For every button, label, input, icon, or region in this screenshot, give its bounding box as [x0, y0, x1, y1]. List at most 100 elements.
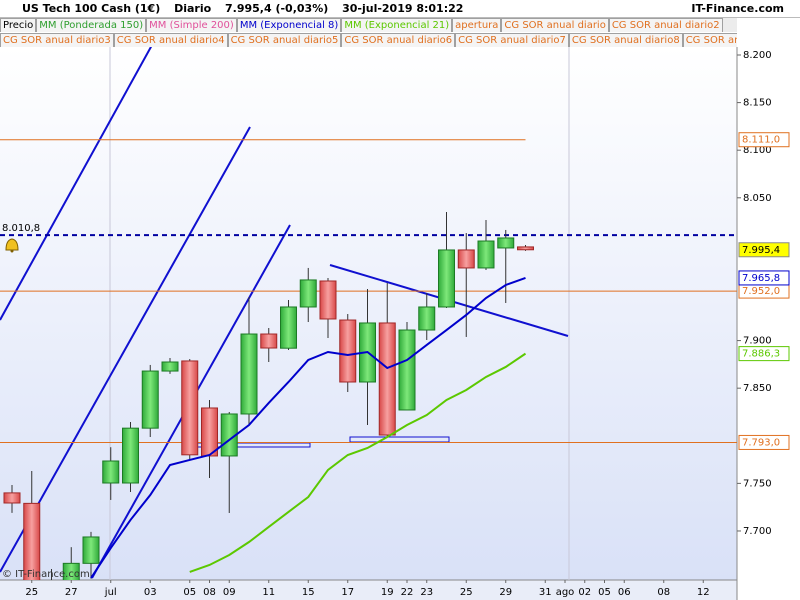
candle-body	[82, 536, 100, 564]
price-label: 7.793,0	[742, 437, 780, 448]
legend-entry[interactable]: CG SOR anual diario4	[113, 33, 228, 47]
header: US Tech 100 Cash (1€) Diario 7.995,4 (-0…	[0, 0, 800, 18]
price-box	[738, 270, 790, 286]
plot-background	[0, 47, 737, 580]
x-tick-label: 15	[302, 587, 315, 598]
legend-row: CG SOR anual diario3 CG SOR anual diario4…	[0, 33, 737, 47]
legend-entry[interactable]: CG SOR anual diario6	[341, 33, 456, 47]
candle-body	[260, 333, 278, 349]
candle-body	[23, 502, 41, 580]
candle-body	[497, 237, 515, 249]
x-tick-label: 27	[65, 587, 78, 598]
candle-body	[319, 280, 337, 320]
legend-row: Precio MM (Ponderada 150) MM (Simple 200) M…	[0, 18, 737, 32]
x-tick-label: 05	[598, 587, 611, 598]
x-tick-label: 22	[401, 587, 414, 598]
candle-body	[102, 460, 120, 484]
candle-body	[339, 319, 357, 383]
legend-entry[interactable]: Precio	[0, 18, 37, 32]
legend-entry[interactable]: CG SOR anual diario2	[608, 18, 723, 32]
y-tick-label: 7.700	[743, 526, 772, 537]
x-tick-label: 03	[144, 587, 157, 598]
price-label: 7.952,0	[742, 286, 780, 297]
candle-body	[62, 562, 80, 580]
ma-line	[189, 352, 527, 573]
x-tick-label: 23	[420, 587, 433, 598]
chart-title: US Tech 100 Cash (1€)	[22, 2, 161, 15]
ma-line	[90, 277, 526, 579]
x-tick-label: jul	[104, 587, 117, 598]
x-tick-label: 31	[539, 587, 552, 598]
legend-entry[interactable]: CG SOR anual diario8	[568, 33, 683, 47]
candle-body	[201, 407, 218, 457]
legend-entry[interactable]: CG SOR anual diario9	[682, 33, 737, 47]
price-label: 8.111,0	[742, 135, 780, 146]
legend-entry[interactable]: MM (Simple 200)	[146, 18, 237, 32]
candle-body	[122, 427, 139, 484]
legend-entry[interactable]: CG SOR anual diario5	[227, 33, 342, 47]
x-tick-label: 29	[499, 587, 512, 598]
x-tick-label: 05	[183, 587, 196, 598]
candle-body	[240, 333, 258, 415]
watermark: © IT-Finance.com	[2, 569, 90, 580]
y-tick-label: 7.900	[743, 336, 772, 347]
x-tick-label: 19	[381, 587, 394, 598]
price-label: 7.965,8	[742, 273, 780, 284]
axis-background	[737, 47, 800, 600]
y-tick-label: 8.100	[743, 145, 772, 156]
candle-body	[181, 360, 199, 456]
axis-background	[0, 580, 737, 600]
brand: IT-Finance.com	[691, 2, 784, 15]
price-box	[738, 434, 790, 450]
legend-entry[interactable]: CG SOR anual diario	[501, 18, 609, 32]
marker-label: 8.010,8	[2, 223, 40, 234]
y-tick-label: 8.050	[743, 193, 772, 204]
y-tick-label: 7.750	[743, 478, 772, 489]
price-box	[738, 346, 790, 362]
candle-body	[3, 492, 21, 504]
price-label: 7.995,4	[742, 245, 780, 256]
legend-entry[interactable]: CG SOR anual diario3	[0, 33, 114, 47]
price-box	[738, 132, 790, 148]
x-tick-label: 09	[223, 587, 236, 598]
y-tick-label: 7.850	[743, 383, 772, 394]
y-tick-label: 8.200	[743, 50, 772, 61]
legend-entry[interactable]: MM (Exponencial 21)	[341, 18, 453, 32]
period: Diario	[174, 2, 212, 15]
timestamp: 30-jul-2019 8:01:22	[342, 2, 464, 15]
x-tick-label: 25	[460, 587, 473, 598]
candle-body	[141, 370, 159, 429]
legend-entry[interactable]: CG SOR anual diario7	[455, 33, 569, 47]
candle-body	[457, 249, 475, 269]
candle-body	[477, 240, 495, 269]
x-tick-label: 06	[618, 587, 631, 598]
x-tick-label: 17	[341, 587, 354, 598]
alert-icon	[5, 238, 19, 253]
candle-body	[299, 279, 317, 308]
trend-line	[0, 126, 251, 573]
legend-entry[interactable]: apertura	[452, 18, 502, 32]
candle-body	[161, 361, 179, 372]
last-change: 7.995,4 (-0,03%)	[225, 2, 329, 15]
y-tick-label: 8.150	[743, 98, 772, 109]
candle-body	[280, 306, 297, 349]
candle-body	[398, 329, 416, 411]
candle-body	[438, 249, 455, 308]
x-tick-label: ago	[556, 587, 575, 598]
x-tick-label: 02	[578, 587, 591, 598]
x-tick-label: 25	[25, 587, 38, 598]
x-tick-label: 08	[657, 587, 670, 598]
x-tick-label: 12	[697, 587, 710, 598]
candle-body	[418, 306, 436, 331]
legend-entry[interactable]: MM (Ponderada 150)	[36, 18, 147, 32]
plot-area	[0, 47, 737, 580]
candle-body	[378, 322, 396, 436]
price-box	[738, 242, 790, 258]
x-tick-label: 08	[203, 587, 216, 598]
x-tick-label: 11	[262, 587, 275, 598]
price-label: 7.886,3	[742, 349, 780, 360]
trend-line	[0, 47, 153, 321]
legend-entry[interactable]: MM (Exponencial 8)	[236, 18, 342, 32]
